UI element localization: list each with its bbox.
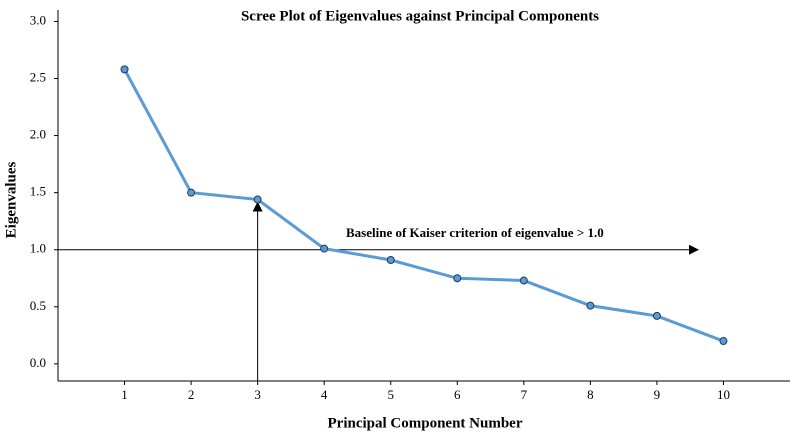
y-tick-label: 0.0 — [30, 355, 46, 370]
point — [120, 65, 129, 74]
y-tick-label: 3.0 — [30, 12, 46, 27]
point — [719, 337, 728, 346]
x-tick-label: 3 — [254, 387, 261, 402]
point — [586, 301, 595, 310]
point — [652, 311, 661, 320]
x-tick-label: 9 — [654, 387, 661, 402]
y-axis-label: Eigenvalues — [3, 162, 19, 239]
point — [320, 244, 329, 253]
x-tick-label: 6 — [454, 387, 461, 402]
x-tick-label: 8 — [587, 387, 594, 402]
y-tick-label: 2.5 — [30, 69, 46, 84]
y-tick-label: 1.0 — [30, 241, 46, 256]
x-axis-label: Principal Component Number — [328, 415, 523, 431]
point — [187, 188, 196, 197]
y-tick-label: 1.5 — [30, 184, 46, 199]
x-tick-label: 2 — [188, 387, 195, 402]
x-tick-label: 10 — [717, 387, 730, 402]
annotation: Baseline of Kaiser criterion of eigenval… — [346, 225, 604, 240]
y-tick-label: 0.5 — [30, 298, 46, 313]
series-line — [123, 68, 724, 343]
chart-title: Scree Plot of Eigenvalues against Princi… — [241, 8, 599, 24]
x-tick-label: 1 — [121, 387, 128, 402]
point — [519, 276, 528, 285]
x-tick-label: 7 — [521, 387, 528, 402]
y-tick-label: 2.0 — [30, 127, 46, 142]
point — [453, 274, 462, 283]
point — [253, 195, 262, 204]
x-tick-label: 5 — [387, 387, 394, 402]
point — [386, 255, 395, 264]
x-tick-label: 4 — [321, 387, 328, 402]
